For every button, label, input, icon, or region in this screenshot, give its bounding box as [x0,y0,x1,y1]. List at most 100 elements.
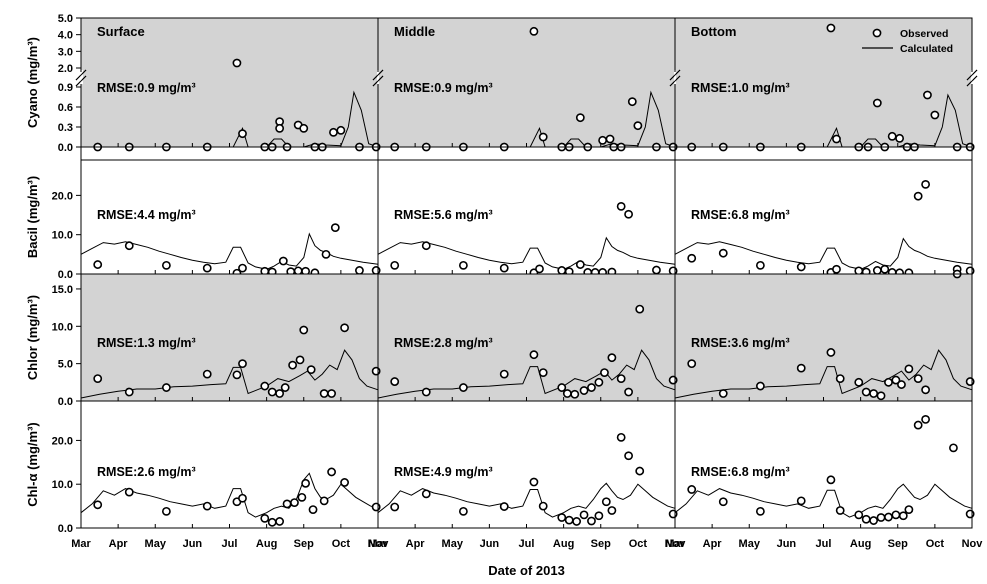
observed-point [371,366,381,376]
observed-point [288,360,298,370]
panel-bacil-surface: RMSE:4.4 mg/m³ [80,208,381,278]
observed-point [267,387,277,397]
observed-point [275,389,285,398]
chlor-ytick-label: 15.0 [52,284,73,296]
observed-point [299,123,309,133]
observed-point [796,363,806,373]
observed-point [371,266,381,275]
observed-point [587,516,596,526]
observed-point [295,355,305,365]
observed-point [587,383,596,392]
cyano-ytick-label: 4.0 [58,30,73,42]
chlor-background [81,274,972,401]
observed-point [891,375,901,385]
observed-point [421,387,431,397]
observed-point [755,260,765,270]
axis-break-gap [971,72,973,84]
observed-point [202,369,212,379]
x-tick-label: Mar [368,538,388,550]
x-tick-label: May [442,538,464,550]
observed-point [598,135,608,145]
chlor-ytick-label: 10.0 [52,321,73,333]
observed-point [861,387,871,397]
observed-point [835,506,845,515]
observed-point [306,365,316,375]
x-tick-label: Jul [519,538,535,550]
observed-point [913,420,923,430]
x-tick-label: Jul [816,538,832,550]
chlor-y-axis-label: Chlor (mg/m³) [25,295,40,380]
cyano-ytick-label: 0.6 [58,102,73,114]
axis-break-mark [669,69,681,81]
observed-point [124,487,134,497]
chla-ytick-label: 20.0 [52,435,73,447]
rmse-label: RMSE:1.3 mg/m³ [97,336,196,350]
calculated-line [377,482,676,518]
observed-point [535,264,544,274]
observed-point [202,263,212,273]
panel-chlor-bottom: RMSE:3.6 mg/m³ [674,269,975,401]
x-tick-label: Nov [962,538,984,550]
rmse-label: RMSE:4.9 mg/m³ [394,465,493,479]
observed-point [876,513,886,522]
observed-point [499,263,509,273]
axis-break-mark [75,75,87,87]
observed-point [913,191,923,201]
observed-point [887,131,897,141]
observed-point [930,110,940,120]
rmse-label: RMSE:3.6 mg/m³ [691,336,790,350]
observed-point [161,506,171,516]
observed-point [238,359,247,369]
x-tick-label: Nov [665,538,687,550]
observed-point [895,133,905,143]
observed-point [897,380,906,389]
observed-point [421,241,431,251]
observed-point [616,432,626,442]
cyano-ytick-label: 0.9 [58,82,73,94]
observed-point [633,121,643,131]
observed-point [557,383,567,392]
panel-chla-bottom: RMSE:6.8 mg/m³ [674,414,975,528]
observed-point [238,493,247,503]
observed-point [616,374,626,383]
observed-point [872,98,882,108]
panel-title-bottom: Bottom [691,24,737,39]
observed-point [869,516,879,525]
observed-point [687,485,697,494]
observed-point [557,513,567,522]
axis-break-mark [372,69,384,81]
observed-point [327,389,336,398]
panel-title-surface: Surface [97,24,145,39]
bacil-y-axis-label: Bacil (mg/m³) [25,176,40,258]
calculated-line [80,232,379,270]
chla-ytick-label: 10.0 [52,479,73,491]
observed-point [336,125,346,135]
outer-frame [80,17,973,529]
observed-point [267,517,277,527]
observed-point [260,381,270,391]
chla-y-axis-label: Chl-α (mg/m³) [25,422,40,507]
observed-point [668,266,678,276]
observed-point [301,478,311,488]
observed-point [499,502,509,511]
rmse-label: RMSE:5.6 mg/m³ [394,208,493,222]
observed-point [869,389,879,398]
observed-point [884,512,893,522]
observed-point [605,134,615,144]
observed-point [965,377,975,386]
observed-point [327,467,336,477]
observed-point [232,370,242,380]
observed-point [923,90,932,100]
x-tick-label: Apr [703,538,723,550]
x-tick-label: Nov [368,538,390,550]
x-tick-label: Jul [222,538,238,550]
observed-point [319,389,329,398]
cyano-ytick-label: 2.0 [58,63,73,75]
observed-point [575,260,585,269]
cyano-y-axis-label: Cyano (mg/m³) [25,37,40,128]
observed-point [458,506,468,516]
observed-point [891,510,901,520]
observed-point [635,466,645,476]
chla-ytick-label: 0.0 [58,523,73,535]
